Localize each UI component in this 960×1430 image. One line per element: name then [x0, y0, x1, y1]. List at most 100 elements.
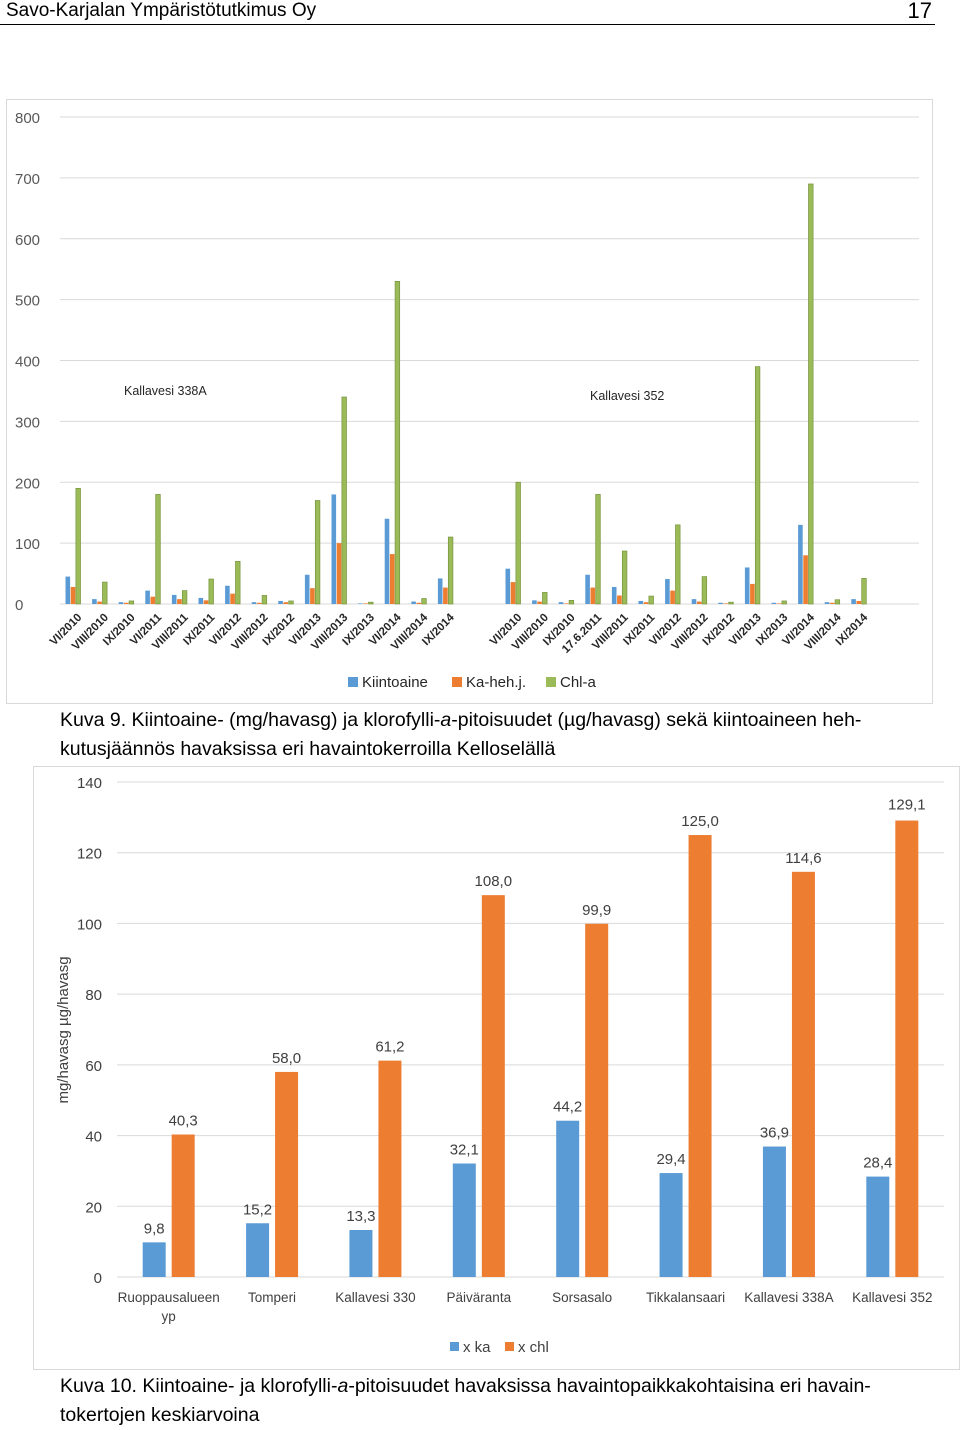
bar-ka-heh-j-	[416, 602, 422, 604]
legend-swatch	[546, 677, 556, 687]
legend-label: Chl-a	[560, 674, 597, 691]
bar-x-chl	[895, 820, 919, 1277]
y-tick-label: 40	[85, 1129, 102, 1146]
x-tick-label: Kallavesi 330	[335, 1290, 415, 1305]
bar-kiintoaine	[411, 601, 416, 604]
bar-ka-heh-j-	[829, 602, 835, 604]
bar-chl-a	[208, 578, 214, 605]
bar-kiintoaine	[118, 602, 124, 604]
bar-x-ka	[349, 1229, 373, 1277]
data-label: 114,6	[785, 850, 821, 867]
bar-ka-heh-j-	[776, 603, 782, 604]
bar-chl-a	[834, 599, 841, 605]
bar-x-ka	[866, 1176, 890, 1277]
bar-x-ka	[142, 1242, 166, 1277]
bar-x-ka	[762, 1146, 786, 1277]
data-label: 9,8	[144, 1220, 165, 1237]
bar-chl-a	[675, 524, 681, 605]
legend-label: x ka	[463, 1339, 491, 1356]
data-label: 58,0	[272, 1050, 301, 1067]
caption-figure-9-line2: kutusjäännös havaksissa eri havaintokerr…	[60, 738, 556, 760]
caption-figure-10: Kuva 10. Kiintoaine- ja klorofylli-a-pit…	[60, 1372, 871, 1430]
caption-figure-10-line2: tokertojen keskiarvoina	[60, 1404, 260, 1426]
bar-chl-a	[728, 601, 734, 605]
bar-chl-a	[861, 578, 867, 605]
bar-x-chl	[791, 871, 815, 1277]
legend-label: x chl	[518, 1339, 549, 1356]
bar-chl-a	[421, 598, 427, 605]
bar-kiintoaine	[585, 574, 590, 604]
data-label: 61,2	[375, 1039, 404, 1056]
bar-ka-heh-j-	[177, 599, 182, 604]
bar-chl-a	[128, 600, 135, 605]
bar-ka-heh-j-	[256, 602, 262, 604]
data-label: 13,3	[346, 1208, 375, 1225]
header-title: Savo-Karjalan Ympäristötutkimus Oy	[6, 0, 317, 21]
bar-chl-a	[155, 494, 161, 605]
x-tick-label: Päiväranta	[447, 1290, 512, 1305]
caption-figure-9: Kuva 9. Kiintoaine- (mg/havasg) ja kloro…	[60, 706, 861, 764]
bar-kiintoaine	[65, 576, 71, 604]
bar-ka-heh-j-	[336, 543, 342, 604]
bar-chl-a	[394, 281, 401, 605]
bar-kiintoaine	[304, 574, 310, 604]
bar-kiintoaine	[251, 602, 257, 604]
y-tick-label: 600	[15, 232, 40, 249]
bar-kiintoaine	[771, 602, 777, 604]
caption-figure-10-line1: Kuva 10. Kiintoaine- ja klorofylli-a-pit…	[60, 1375, 871, 1397]
bar-chl-a	[235, 561, 241, 605]
bar-ka-heh-j-	[150, 596, 156, 604]
y-axis-title: mg/havasg µg/havasg	[55, 956, 72, 1103]
y-tick-label: 300	[15, 414, 40, 431]
bar-ka-heh-j-	[750, 583, 755, 604]
bar-kiintoaine	[532, 600, 537, 604]
bar-kiintoaine	[744, 567, 750, 604]
bar-kiintoaine	[505, 568, 511, 604]
legend-swatch	[505, 1342, 514, 1351]
x-tick-label: Ruoppausalueen	[118, 1290, 220, 1305]
bar-ka-heh-j-	[443, 587, 448, 604]
data-label: 15,2	[243, 1201, 272, 1218]
data-label: 125,0	[681, 813, 719, 830]
bar-kiintoaine	[798, 524, 803, 604]
bar-ka-heh-j-	[310, 588, 315, 604]
bar-x-chl	[585, 923, 609, 1277]
page-header: Savo-Karjalan Ympäristötutkimus Oy 17	[0, 0, 935, 25]
y-tick-label: 140	[77, 775, 102, 792]
bar-kiintoaine	[824, 602, 830, 604]
bar-ka-heh-j-	[510, 582, 516, 604]
bar-ka-heh-j-	[856, 600, 862, 604]
y-tick-label: 700	[15, 171, 40, 188]
bar-ka-heh-j-	[617, 595, 622, 604]
x-tick-label: Tomperi	[248, 1290, 296, 1305]
bar-chl-a	[621, 550, 628, 605]
bar-ka-heh-j-	[563, 603, 569, 604]
data-label: 129,1	[888, 797, 926, 814]
y-tick-label: 60	[85, 1058, 102, 1075]
bar-kiintoaine	[611, 586, 617, 604]
y-tick-label: 500	[15, 293, 40, 310]
y-tick-label: 80	[85, 987, 102, 1004]
bar-kiintoaine	[665, 579, 670, 604]
bar-chl-a	[314, 500, 321, 605]
bar-kiintoaine	[718, 602, 723, 604]
bar-ka-heh-j-	[97, 601, 102, 604]
bar-kiintoaine	[145, 590, 150, 604]
legend-swatch	[450, 1342, 459, 1351]
x-tick-label: yp	[162, 1309, 176, 1324]
station-label: Kallavesi 338A	[124, 384, 207, 398]
bar-x-chl	[378, 1060, 402, 1277]
bar-ka-heh-j-	[696, 601, 702, 604]
bar-kiintoaine	[851, 599, 856, 604]
chart-1: 0100200300400500600700800VI/2010VIII/201…	[15, 110, 919, 691]
bar-kiintoaine	[358, 603, 363, 604]
y-tick-label: 200	[15, 475, 40, 492]
chart-1-frame: 0 100 200 300 400 500 600 700 800 VI/2010 VIII/201…	[6, 99, 933, 704]
y-tick-label: 20	[85, 1199, 102, 1216]
bar-ka-heh-j-	[230, 593, 235, 604]
bar-x-chl	[481, 895, 505, 1277]
x-tick-label: Kallavesi 338A	[744, 1290, 833, 1305]
bar-x-chl	[171, 1134, 195, 1277]
bar-chl-a	[447, 536, 454, 605]
bar-ka-heh-j-	[123, 602, 129, 604]
